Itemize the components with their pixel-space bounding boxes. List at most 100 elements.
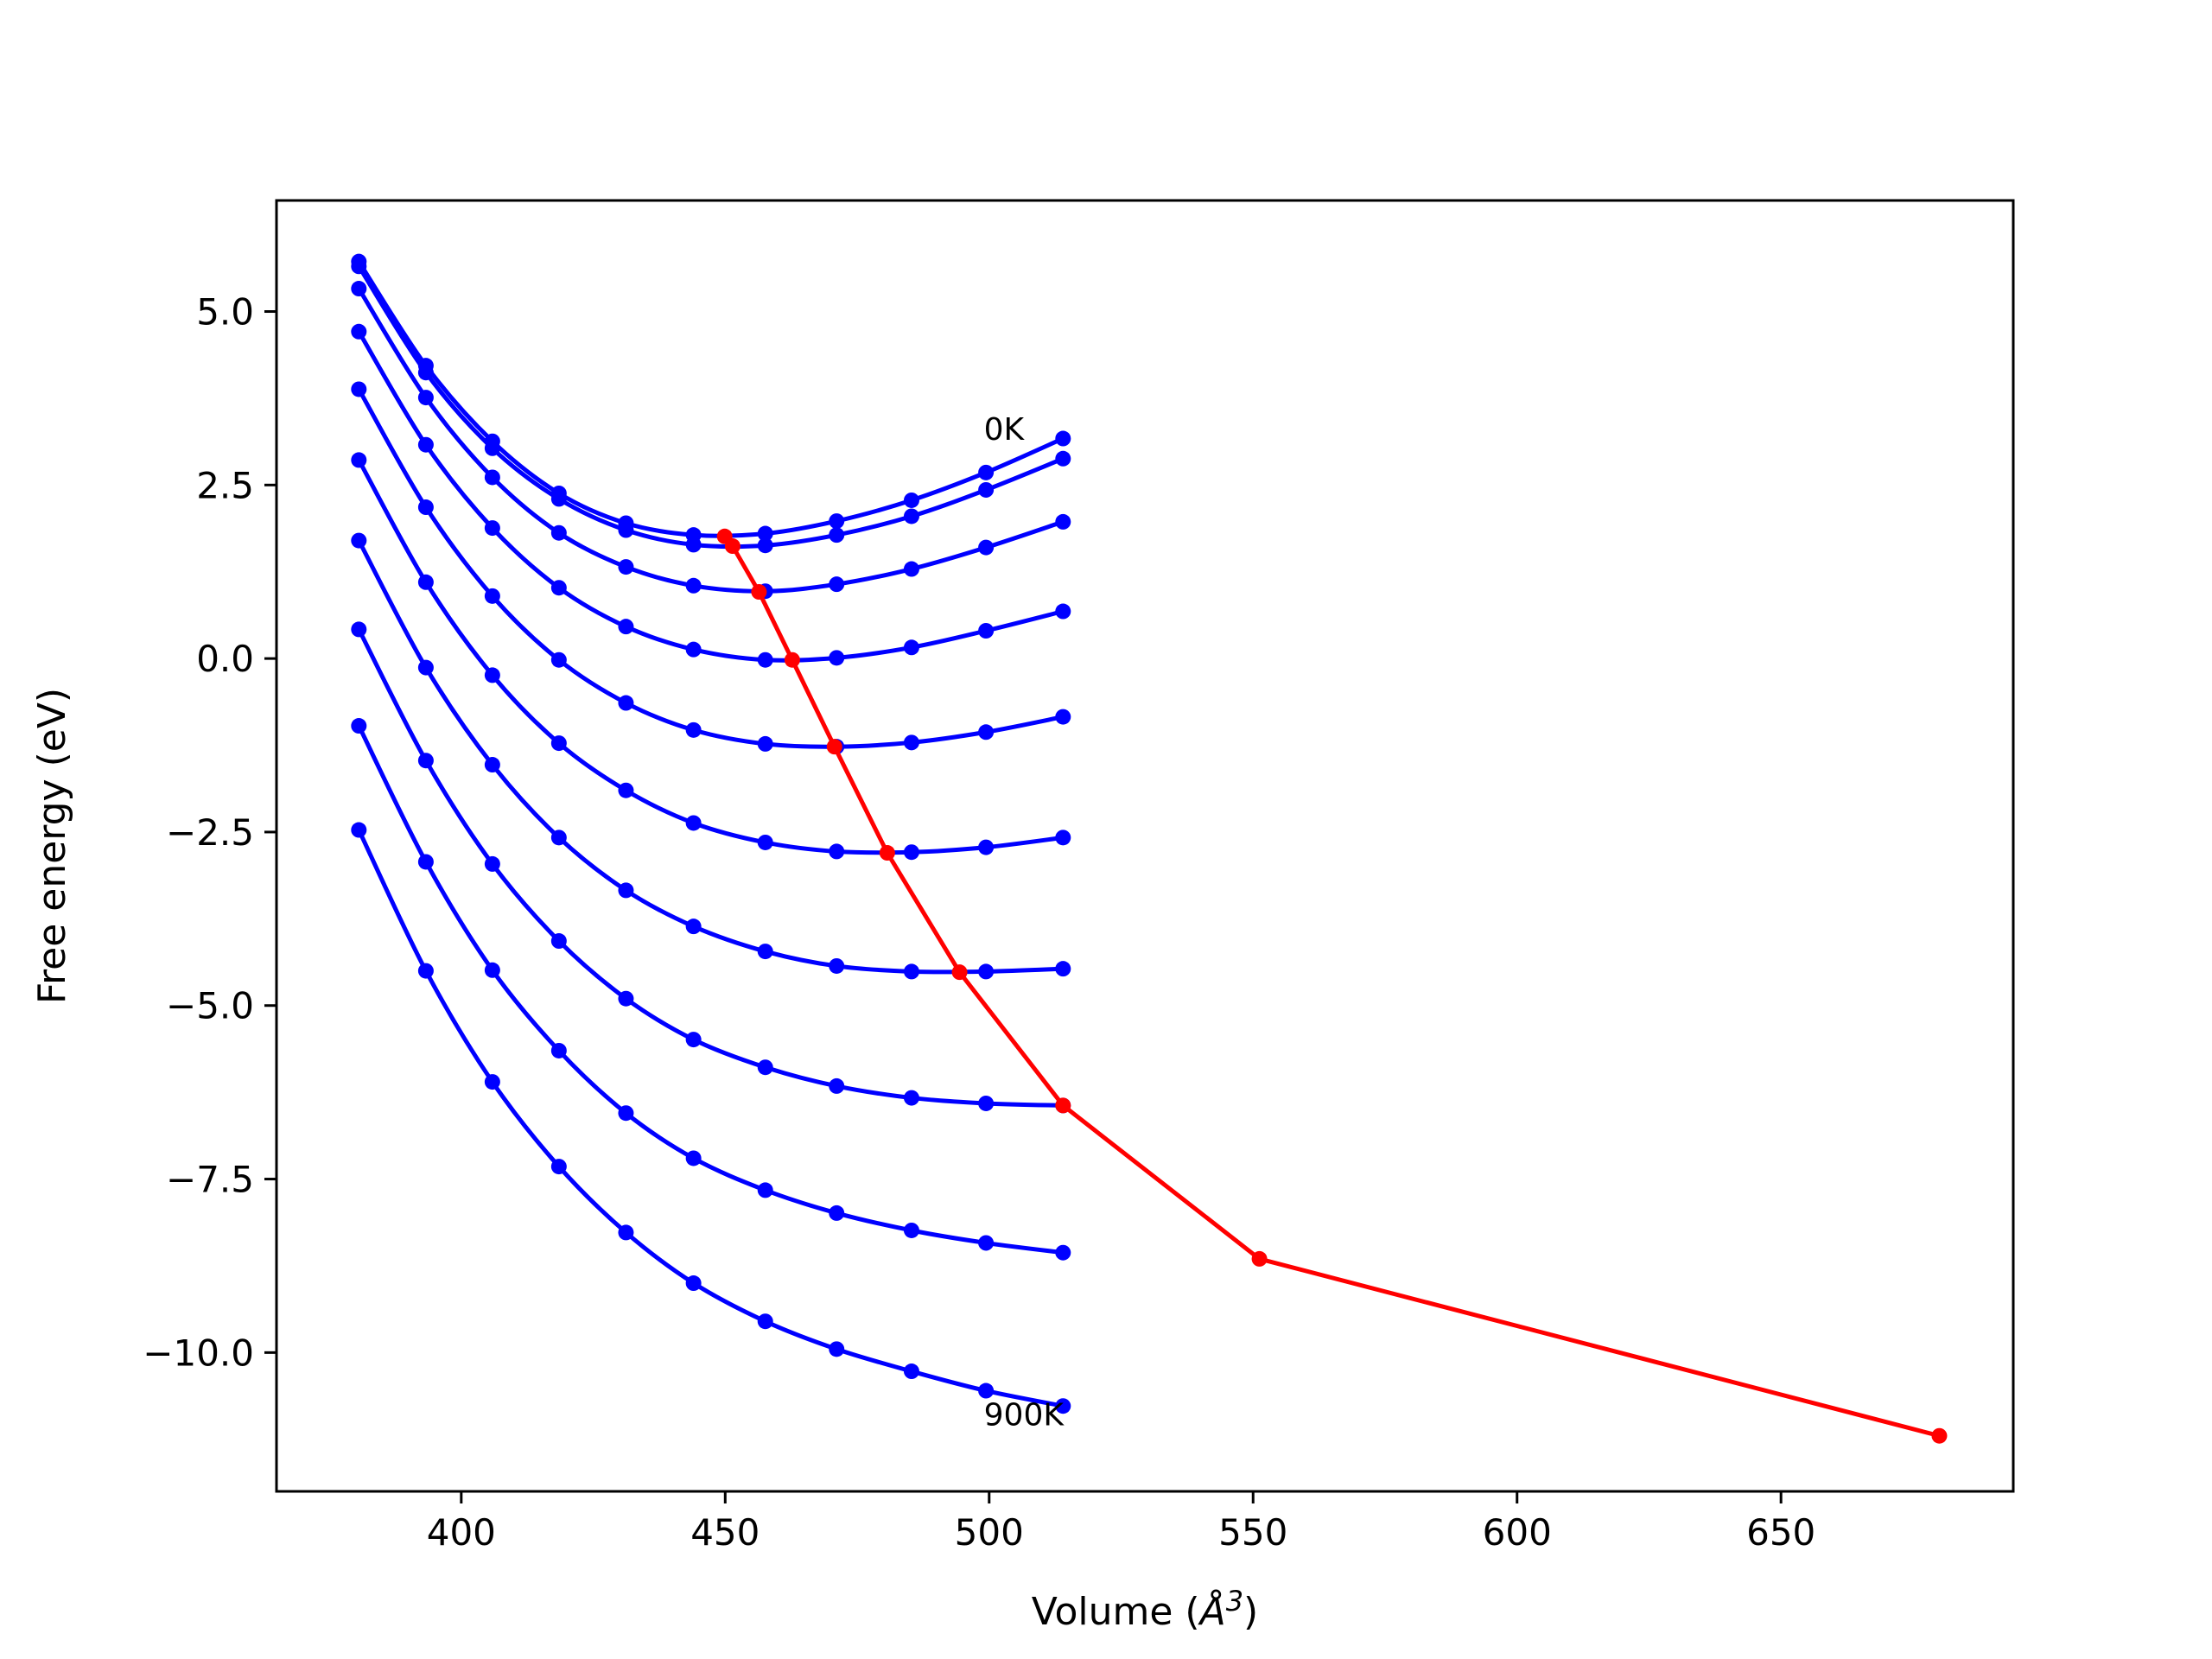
curve-9-point-1 (417, 963, 434, 979)
energy-curve-2 (357, 287, 1065, 594)
y-tick-label-2: 0.0 (196, 638, 254, 680)
curve-4-point-0 (351, 381, 367, 397)
curve-3-point-4 (618, 619, 634, 635)
curve-9-point-4 (618, 1224, 634, 1241)
energy-curve-8 (357, 724, 1064, 1255)
curve-3-point-3 (550, 580, 567, 596)
curve-5-point-9 (978, 839, 995, 855)
curve-6-point-2 (484, 757, 500, 773)
curve-9-point-9 (978, 1382, 995, 1399)
curve-8-point-10 (1055, 1244, 1071, 1261)
curve-7-point-1 (417, 753, 434, 769)
curve-5-point-2 (484, 667, 500, 683)
minimum-point-2 (751, 584, 767, 601)
curve-8-point-2 (484, 962, 500, 978)
curve-6-point-10 (1055, 961, 1071, 977)
curve-4-point-4 (618, 695, 634, 711)
curve-1-point-8 (903, 508, 919, 524)
curve-6-point-4 (618, 882, 634, 899)
curve-1-point-4 (618, 522, 634, 538)
curve-1-point-2 (484, 440, 500, 456)
curve-0-point-10 (1055, 430, 1071, 447)
curve-8-point-1 (417, 854, 434, 870)
curve-9-point-10 (1055, 1398, 1071, 1414)
energy-curve-9 (357, 829, 1064, 1408)
curve-6-point-6 (757, 944, 773, 960)
curve-8-point-9 (978, 1235, 995, 1251)
curve-5-point-8 (903, 844, 919, 861)
minimum-point-3 (784, 652, 800, 668)
curve-4-point-8 (903, 734, 919, 751)
curve-5-point-0 (351, 452, 367, 468)
curve-2-point-3 (550, 524, 567, 541)
curve-7-point-6 (757, 1059, 773, 1076)
curve-1-point-6 (757, 537, 773, 554)
minima-line (722, 535, 1941, 1439)
curve-7-point-5 (685, 1032, 702, 1048)
minimum-point-6 (951, 964, 968, 981)
energy-curve-3 (357, 330, 1064, 663)
curve-4-point-10 (1055, 709, 1071, 725)
curve-9-point-7 (829, 1341, 845, 1357)
y-axis: 5.0 2.5 0.0 −2.5 −5.0 −7.5 −10.0 (143, 291, 276, 1374)
curve-5-point-4 (618, 782, 634, 798)
curve-6-point-8 (903, 963, 919, 980)
curve-2-point-8 (903, 561, 919, 577)
curve-3-point-1 (417, 436, 434, 453)
y-tick-label-1: 2.5 (196, 464, 254, 506)
curve-9-point-3 (550, 1159, 567, 1175)
curve-7-point-2 (484, 855, 500, 872)
curve-6-point-9 (978, 963, 995, 980)
curve-3-point-5 (685, 641, 702, 658)
curve-4-point-9 (978, 724, 995, 741)
curve-8-point-7 (829, 1205, 845, 1221)
curve-3-point-9 (978, 623, 995, 639)
curve-2-point-7 (829, 576, 845, 593)
curve-7-point-3 (550, 933, 567, 950)
curve-5-point-3 (550, 735, 567, 752)
curve-6-point-5 (685, 918, 702, 935)
curve-9-point-8 (903, 1363, 919, 1380)
annotation-1: 900K (984, 1398, 1065, 1433)
curve-4-point-6 (757, 735, 773, 752)
curve-6-point-3 (550, 830, 567, 846)
curve-0-point-8 (903, 492, 919, 508)
curve-8-point-3 (550, 1042, 567, 1058)
curve-3-point-6 (757, 652, 773, 668)
curve-9-point-0 (351, 822, 367, 838)
curve-9-point-5 (685, 1275, 702, 1292)
curve-5-point-6 (757, 834, 773, 850)
curve-2-point-2 (484, 469, 500, 486)
curve-8-point-5 (685, 1150, 702, 1166)
curve-2-point-0 (351, 281, 367, 297)
y-tick-label-3: −2.5 (166, 811, 254, 854)
curve-9-point-2 (484, 1074, 500, 1090)
curve-2-point-9 (978, 539, 995, 556)
minimum-point-4 (826, 739, 842, 755)
curve-4-point-5 (685, 721, 702, 738)
curve-8-point-4 (618, 1105, 634, 1122)
curve-3-point-10 (1055, 603, 1071, 620)
curve-1-point-0 (351, 258, 367, 275)
curve-2-point-10 (1055, 513, 1071, 530)
x-tick-label-1: 450 (690, 1511, 760, 1554)
curve-1-point-3 (550, 491, 567, 507)
curve-9-point-6 (757, 1313, 773, 1330)
curve-4-point-1 (417, 499, 434, 516)
x-axis-label: Volume (Å3) (1032, 1585, 1258, 1634)
curve-1-point-1 (417, 365, 434, 381)
curve-0-point-7 (829, 513, 845, 530)
x-tick-label-2: 500 (955, 1511, 1024, 1554)
curve-6-point-0 (351, 532, 367, 549)
plot-frame (275, 199, 2015, 1493)
curve-2-point-4 (618, 559, 634, 575)
energy-curve-1 (357, 264, 1065, 550)
y-tick-label-4: −5.0 (166, 985, 254, 1027)
x-tick-label-5: 650 (1746, 1511, 1815, 1554)
curve-layer (351, 253, 1071, 1414)
curve-7-point-0 (351, 621, 367, 638)
x-tick-label-0: 400 (427, 1511, 496, 1554)
curve-8-point-0 (351, 718, 367, 734)
curve-7-point-4 (618, 990, 634, 1007)
